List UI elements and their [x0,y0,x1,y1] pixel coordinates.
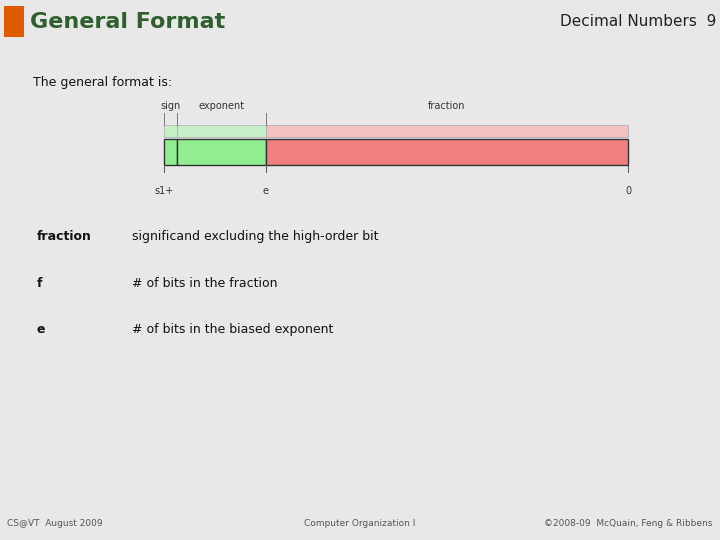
Bar [163,139,178,165]
Text: Computer Organization I: Computer Organization I [305,519,415,528]
Text: CS@VT  August 2009: CS@VT August 2009 [7,519,103,528]
Bar [266,139,629,165]
Text: sign: sign [161,101,181,111]
Text: General Format: General Format [30,11,225,32]
Text: Decimal Numbers  9: Decimal Numbers 9 [559,14,716,29]
Bar [163,125,178,137]
Text: e: e [263,186,269,195]
Text: The general format is:: The general format is: [33,76,172,89]
Text: exponent: exponent [199,101,245,111]
Text: # of bits in the biased exponent: # of bits in the biased exponent [132,323,333,336]
Text: f: f [37,276,42,290]
Text: # of bits in the fraction: # of bits in the fraction [132,276,277,290]
Text: s1+: s1+ [154,186,174,195]
Text: ©2008-09  McQuain, Feng & Ribbens: ©2008-09 McQuain, Feng & Ribbens [544,519,713,528]
Bar [4,6,24,37]
Text: 0: 0 [625,186,631,195]
Bar [266,125,629,137]
Bar [178,139,266,165]
Text: fraction: fraction [37,230,91,243]
Text: significand excluding the high-order bit: significand excluding the high-order bit [132,230,379,243]
Text: e: e [37,323,45,336]
Text: fraction: fraction [428,101,466,111]
Bar [178,125,266,137]
